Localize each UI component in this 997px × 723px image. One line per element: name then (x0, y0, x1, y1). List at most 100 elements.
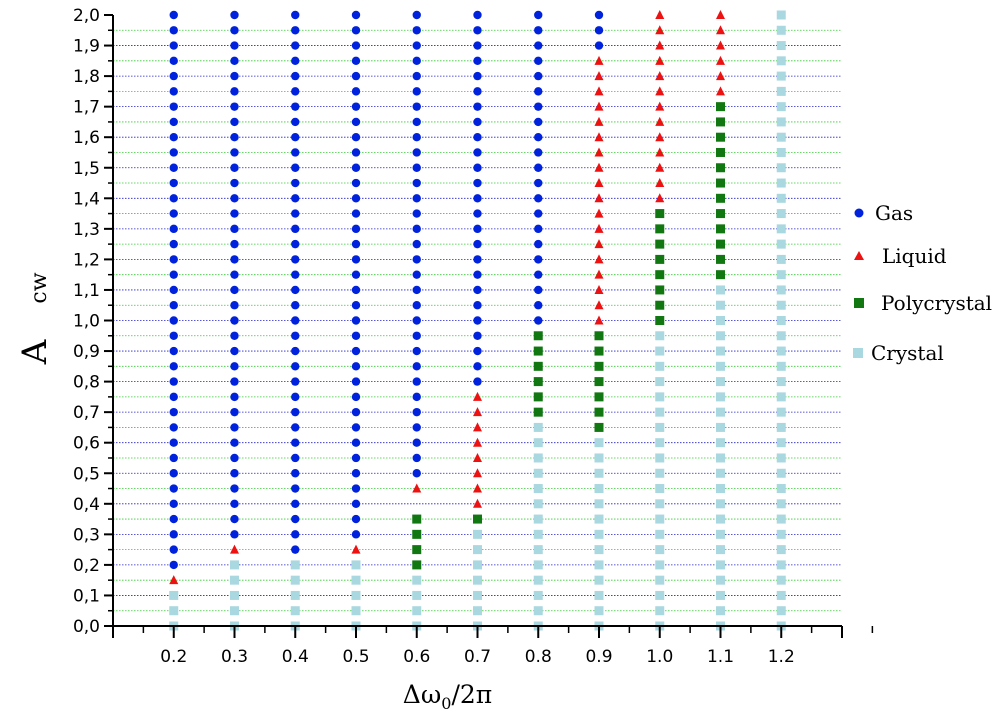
gas-point (412, 10, 421, 20)
gas-point (169, 362, 178, 371)
gas-point (473, 377, 482, 386)
gas-point (534, 163, 543, 172)
gas-point (412, 423, 421, 432)
polycrystal-point (716, 254, 725, 264)
gas-point (351, 392, 361, 402)
polycrystal-point (716, 239, 725, 249)
polycrystal-point (655, 300, 665, 310)
gas-point (291, 270, 300, 279)
gas-point (594, 10, 604, 20)
gas-point (291, 133, 300, 142)
liquid-point (655, 116, 665, 126)
polycrystal-point (594, 422, 604, 432)
gas-point (291, 285, 300, 295)
polycrystal-point (594, 346, 604, 356)
gas-point (351, 148, 361, 157)
y-tick-label: 0,3 (73, 525, 100, 545)
gas-point (169, 423, 178, 432)
polycrystal-point (655, 316, 665, 325)
x-tick-label: 0.6 (403, 647, 430, 667)
gas-point (230, 331, 239, 340)
crystal-point (473, 560, 482, 570)
gas-point (291, 117, 300, 127)
gas-point (351, 377, 361, 386)
gas-point (230, 530, 239, 539)
gas-point (230, 87, 239, 96)
gas-point (230, 209, 239, 218)
crystal-point (655, 468, 665, 478)
gas-point (291, 331, 300, 340)
gas-point (351, 514, 361, 524)
gas-point (473, 224, 482, 234)
gas-point (534, 301, 543, 310)
polycrystal-point (533, 407, 543, 417)
gas-point (412, 209, 421, 218)
liquid-point (655, 55, 665, 65)
gas-point (291, 102, 300, 111)
gas-point (412, 163, 421, 172)
crystal-point (716, 499, 725, 509)
crystal-point (776, 10, 786, 20)
gas-point (534, 255, 543, 264)
legend-label-gas: Gas (875, 201, 913, 225)
gas-point (291, 26, 300, 35)
liquid-point (716, 71, 725, 81)
crystal-point (230, 560, 239, 570)
gas-point (169, 10, 178, 20)
liquid-point (230, 544, 239, 554)
crystal-point (776, 407, 786, 417)
crystal-point (716, 468, 725, 478)
crystal-point (716, 285, 725, 295)
gas-point (412, 331, 421, 340)
gas-point (473, 316, 482, 325)
gas-point (473, 209, 482, 218)
crystal-point (533, 499, 543, 509)
gas-point (169, 178, 178, 188)
crystal-point (351, 560, 361, 570)
gas-point (169, 117, 178, 127)
crystal-point (655, 377, 665, 387)
crystal-point (776, 86, 786, 96)
y-tick-label: 1,4 (73, 189, 100, 209)
crystal-point (776, 41, 786, 51)
liquid-point (594, 208, 604, 218)
gas-point (351, 194, 361, 203)
gas-point (169, 453, 178, 463)
crystal-point (473, 606, 482, 616)
crystal-point (776, 270, 786, 280)
gas-point (412, 377, 421, 386)
gas-point (534, 71, 543, 81)
crystal-point (776, 254, 786, 264)
liquid-point (655, 86, 665, 96)
polycrystal-point (473, 514, 482, 524)
gas-point (291, 163, 300, 172)
crystal-point (473, 545, 482, 555)
gas-point (534, 209, 543, 218)
crystal-point (716, 453, 725, 463)
crystal-point (594, 453, 604, 463)
gas-point (534, 316, 543, 325)
crystal-point (655, 590, 665, 600)
gas-point (351, 117, 361, 127)
crystal-point (776, 132, 786, 142)
crystal-point (716, 529, 725, 539)
y-tick-label: 0,4 (73, 495, 100, 515)
crystal-point (655, 407, 665, 417)
y-axis-title: A cw (15, 272, 55, 365)
gas-point (230, 301, 239, 310)
gas-point (291, 346, 300, 356)
gas-point (473, 148, 482, 157)
liquid-point (594, 101, 604, 111)
gas-point (169, 407, 178, 417)
gas-point (412, 71, 421, 81)
gas-point (230, 316, 239, 325)
gas-point (169, 255, 178, 264)
crystal-point (776, 560, 786, 570)
crystal-point (533, 590, 543, 600)
gas-point (230, 56, 239, 66)
gas-point (230, 194, 239, 203)
gas-point (534, 285, 543, 295)
gas-point (291, 301, 300, 310)
legend-marker-polycrystal (854, 298, 864, 308)
liquid-point (655, 193, 665, 203)
